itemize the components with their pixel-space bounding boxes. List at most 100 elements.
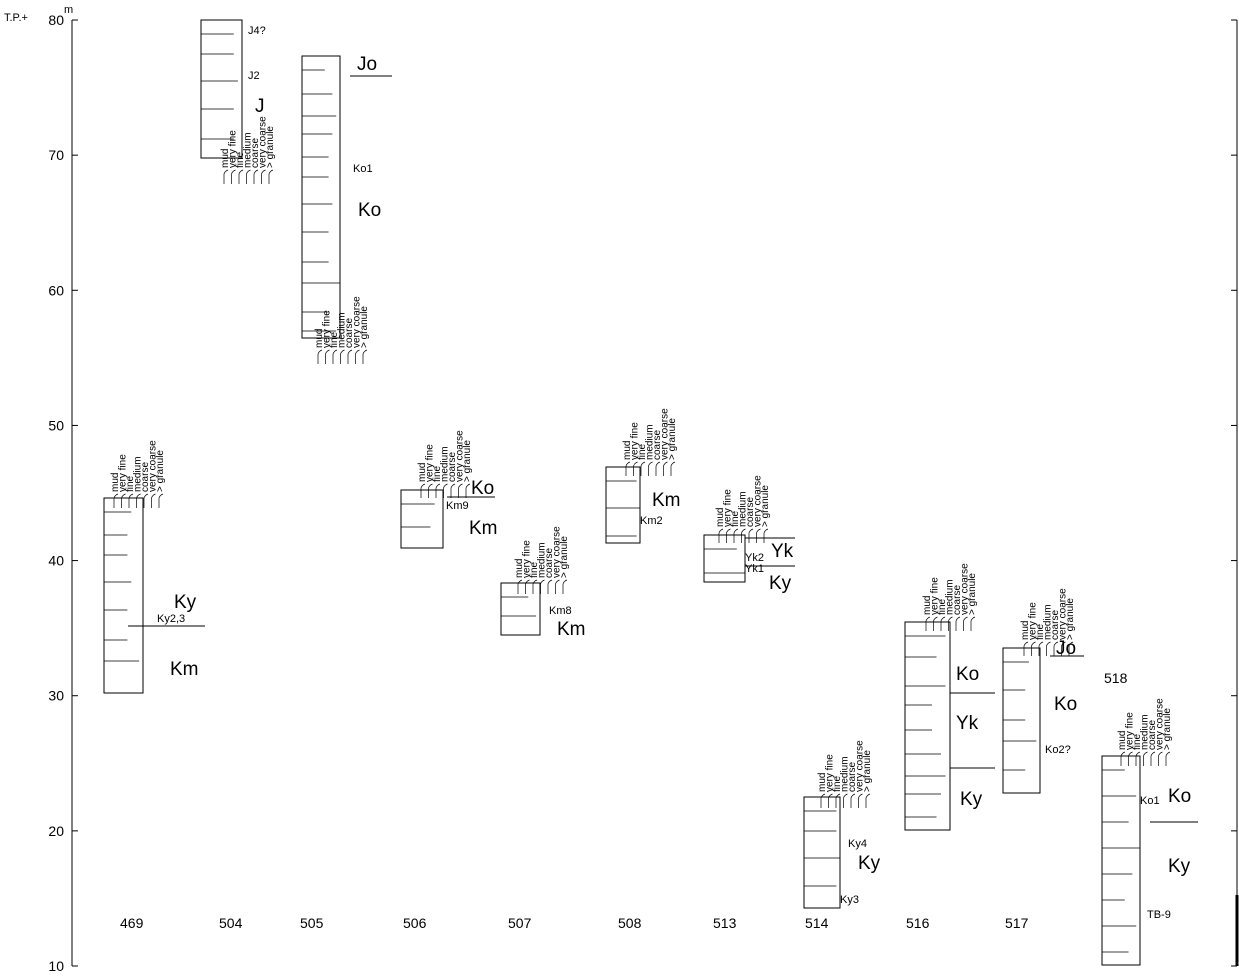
y-tick-label: 30 xyxy=(48,688,64,704)
grain-tick xyxy=(450,483,456,498)
grain-tick xyxy=(1046,641,1051,656)
grain-label: fine xyxy=(730,510,741,527)
grain-tick xyxy=(1120,751,1126,766)
grain-label: > granule xyxy=(559,536,570,578)
grain-tick xyxy=(443,483,448,498)
grain-tick xyxy=(763,528,769,543)
section-number: 518 xyxy=(1104,670,1128,686)
grain-label: medium xyxy=(1043,604,1054,640)
grain-tick xyxy=(223,169,229,184)
grain-tick xyxy=(970,616,976,631)
unit-label: Ky xyxy=(1168,856,1191,877)
grain-label: very coarse xyxy=(148,440,159,492)
grain-tick xyxy=(435,483,441,498)
unit-label: TB-9 xyxy=(1147,909,1171,921)
grain-tick xyxy=(828,793,833,808)
grain-tick xyxy=(525,579,530,594)
unit-label: Ko xyxy=(358,200,381,221)
unit-label: Jo xyxy=(357,54,377,75)
grain-label: very coarse xyxy=(855,740,866,792)
y-tick-label: 80 xyxy=(48,12,64,28)
y-tick-label: 10 xyxy=(48,958,64,974)
grain-tick xyxy=(555,579,560,594)
y-tick-label: 60 xyxy=(48,282,64,298)
grain-tick xyxy=(355,349,360,364)
grain-label: fine xyxy=(329,331,340,348)
grain-tick xyxy=(428,483,433,498)
unit-label: Ky xyxy=(858,853,881,874)
grain-label: coarse xyxy=(544,548,555,578)
grain-label: > granule xyxy=(462,440,473,482)
unit-label: Ky4 xyxy=(848,838,867,850)
grain-label: medium xyxy=(243,132,254,168)
grain-label: > granule xyxy=(265,126,276,168)
axis-prefix: T.P.+ xyxy=(4,12,28,24)
grain-label: mud xyxy=(817,773,828,792)
column xyxy=(703,534,746,583)
grain-label: coarse xyxy=(652,430,663,460)
grain-tick xyxy=(158,493,164,508)
grain-label: coarse xyxy=(847,762,858,792)
grain-tick xyxy=(317,349,323,364)
grain-tick xyxy=(1143,751,1148,766)
unit-label: Km2 xyxy=(640,515,663,527)
grain-tick xyxy=(1128,751,1133,766)
column xyxy=(803,796,841,909)
grain-label: fine xyxy=(637,443,648,460)
unit-label: Km8 xyxy=(549,605,572,617)
unit-label: J xyxy=(255,96,265,117)
grain-tick xyxy=(843,793,848,808)
unit-label: Ky xyxy=(960,789,983,810)
grain-label: coarse xyxy=(344,318,355,348)
grain-tick xyxy=(741,528,746,543)
grain-label: fine xyxy=(832,775,843,792)
grain-label: very coarse xyxy=(455,430,466,482)
grain-tick xyxy=(1031,641,1036,656)
unit-label: Km9 xyxy=(446,500,469,512)
grain-tick xyxy=(718,528,724,543)
unit-label: Ko1 xyxy=(1140,795,1160,807)
grain-label: very coarse xyxy=(960,563,971,615)
unit-label: Ko1 xyxy=(353,163,373,175)
unit-label: Yk xyxy=(771,541,794,562)
grain-tick xyxy=(948,616,953,631)
grain-label: mud xyxy=(1020,621,1031,640)
axis-unit: m xyxy=(64,4,73,16)
grain-tick xyxy=(458,483,463,498)
grain-label: very fine xyxy=(723,489,734,527)
grain-tick xyxy=(231,169,236,184)
grain-tick xyxy=(1023,641,1029,656)
grain-label: very fine xyxy=(825,754,836,792)
grain-label: > granule xyxy=(667,418,678,460)
column xyxy=(103,497,144,694)
grain-label: very fine xyxy=(322,310,333,348)
grain-tick xyxy=(1158,751,1163,766)
grain-tick xyxy=(151,493,156,508)
grain-label: coarse xyxy=(140,462,151,492)
y-tick-label: 50 xyxy=(48,417,64,433)
unit-label: Ky2,3 xyxy=(157,613,185,625)
grain-tick xyxy=(246,169,251,184)
column xyxy=(904,621,951,831)
grain-label: very coarse xyxy=(552,526,563,578)
section-number: 516 xyxy=(906,915,930,931)
grain-tick xyxy=(253,169,259,184)
grain-label: mud xyxy=(715,508,726,527)
unit-label: Yk2 xyxy=(745,552,764,564)
grain-tick xyxy=(963,616,968,631)
grain-tick xyxy=(748,528,754,543)
grain-label: coarse xyxy=(745,497,756,527)
grain-tick xyxy=(362,349,368,364)
grain-tick xyxy=(261,169,266,184)
grain-tick xyxy=(532,579,538,594)
grain-tick xyxy=(850,793,856,808)
unit-label: Ko2? xyxy=(1045,744,1071,756)
grain-label: fine xyxy=(1035,623,1046,640)
grain-tick xyxy=(465,483,471,498)
grain-label: medium xyxy=(133,456,144,492)
section-number: 505 xyxy=(300,915,324,931)
grain-label: mud xyxy=(622,441,633,460)
grain-label: medium xyxy=(945,579,956,615)
grain-tick xyxy=(143,493,149,508)
